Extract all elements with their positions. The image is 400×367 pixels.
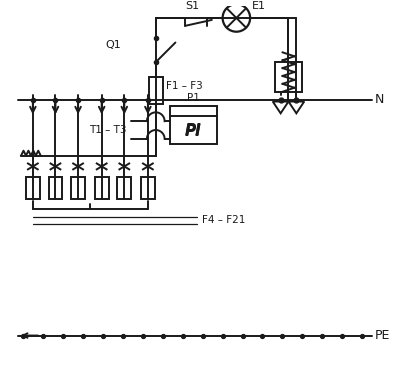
Text: Q1: Q1 <box>106 40 121 50</box>
Text: N: N <box>375 93 384 106</box>
Bar <box>71 177 85 199</box>
Polygon shape <box>273 102 288 113</box>
Bar <box>170 106 217 144</box>
Text: T1 – T3: T1 – T3 <box>89 125 126 135</box>
Text: PI: PI <box>185 124 202 138</box>
Bar <box>141 177 155 199</box>
Text: PE: PE <box>375 329 390 342</box>
Bar <box>275 62 302 92</box>
Polygon shape <box>288 102 304 113</box>
Text: S1: S1 <box>185 1 199 11</box>
Text: E1: E1 <box>252 1 266 11</box>
Text: F4 – F21: F4 – F21 <box>202 215 245 225</box>
Bar <box>118 177 131 199</box>
Bar <box>48 177 62 199</box>
Bar <box>26 177 40 199</box>
Text: P1: P1 <box>187 94 200 103</box>
Text: F1 – F3: F1 – F3 <box>166 81 202 91</box>
Bar <box>95 177 108 199</box>
Bar <box>149 77 163 105</box>
Text: PI: PI <box>185 123 202 138</box>
